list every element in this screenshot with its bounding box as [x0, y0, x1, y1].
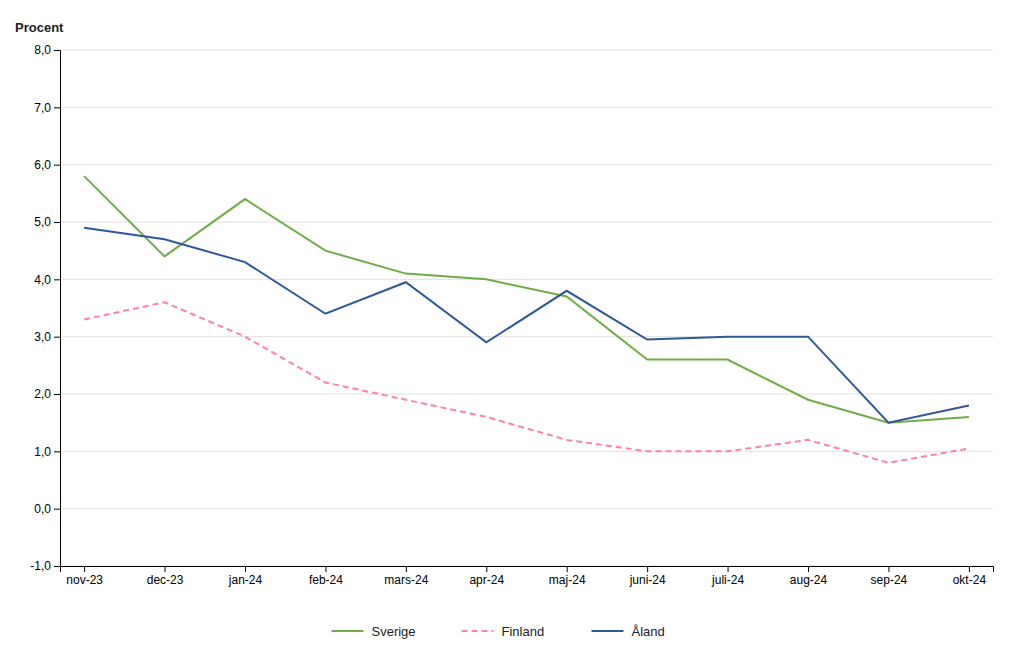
- x-tick-mark: [486, 566, 487, 572]
- y-tick: 6,0: [34, 158, 60, 172]
- y-tick-label: 7,0: [34, 101, 51, 115]
- x-tick-mark: [406, 566, 407, 572]
- plot: -1,0 0,0 1,0 2,0 3,0 4,0 5,0 6,0 7,0 8,0 nov-23 dec…: [30, 43, 993, 586]
- chart: -1,0 0,0 1,0 2,0 3,0 4,0 5,0 6,0 7,0 8,0 nov-23 dec…: [0, 0, 1023, 666]
- legend-swatch: [332, 630, 364, 632]
- grid-line: [60, 394, 993, 395]
- y-tick-label: -1,0: [30, 559, 51, 573]
- x-tick-label: feb-24: [309, 573, 343, 587]
- x-tick-label: sep-24: [871, 573, 908, 587]
- legend: Sverige Finland Åland: [332, 624, 665, 639]
- x-tick: juli-24: [711, 566, 744, 587]
- legend-swatch: [462, 630, 494, 632]
- x-tick: mars-24: [384, 566, 428, 587]
- x-tick-mark: [567, 566, 568, 572]
- y-axis: -1,0 0,0 1,0 2,0 3,0 4,0 5,0 6,0 7,0 8,0: [30, 43, 60, 573]
- x-tick: dec-23: [147, 566, 184, 587]
- series-line: [84, 302, 969, 463]
- y-tick-mark: [54, 451, 60, 452]
- y-tick-label: 5,0: [34, 215, 51, 229]
- y-tick-mark: [54, 165, 60, 166]
- x-tick-mark: [808, 566, 809, 572]
- grid-line: [60, 164, 993, 165]
- y-tick-mark: [54, 279, 60, 280]
- grid-line: [60, 107, 993, 108]
- x-tick-mark: [969, 566, 970, 572]
- y-tick-label: 2,0: [34, 387, 51, 401]
- legend-swatch: [592, 630, 624, 632]
- y-tick-mark: [54, 50, 60, 51]
- x-tick: feb-24: [309, 566, 343, 587]
- y-tick: 2,0: [34, 387, 60, 401]
- y-tick-mark: [54, 394, 60, 395]
- x-tick-label: maj-24: [549, 573, 586, 587]
- y-tick-label: 6,0: [34, 158, 51, 172]
- y-tick-label: 4,0: [34, 273, 51, 287]
- x-tick-label: mars-24: [384, 573, 428, 587]
- y-tick: 1,0: [34, 445, 60, 459]
- grid-line: [60, 279, 993, 280]
- legend-label: Finland: [502, 624, 545, 639]
- x-tick-mark: [888, 566, 889, 572]
- legend-item: Sverige: [332, 624, 416, 639]
- x-tick-label: apr-24: [469, 573, 504, 587]
- grid-line: [60, 50, 993, 51]
- y-tick-label: 3,0: [34, 330, 51, 344]
- x-tick-mark: [728, 566, 729, 572]
- y-tick-mark: [54, 566, 60, 567]
- x-tick: okt-24: [953, 566, 987, 587]
- legend-item: Finland: [462, 624, 545, 639]
- y-tick-mark: [54, 222, 60, 223]
- x-tick: apr-24: [469, 566, 504, 587]
- y-tick-mark: [54, 337, 60, 338]
- x-tick: jan-24: [228, 566, 263, 587]
- x-tick-mark: [165, 566, 166, 572]
- y-tick: 0,0: [34, 502, 60, 516]
- y-tick-mark: [54, 509, 60, 510]
- legend-label: Åland: [632, 624, 665, 639]
- y-tick: -1,0: [30, 559, 60, 573]
- y-axis-line: [54, 51, 61, 567]
- y-tick-label: 8,0: [34, 43, 51, 57]
- x-tick-label: juni-24: [629, 573, 666, 587]
- x-tick-label: juli-24: [711, 573, 744, 587]
- x-tick-mark: [84, 566, 85, 572]
- x-axis-line: [61, 567, 994, 573]
- series-line: [84, 176, 969, 423]
- x-tick: sep-24: [871, 566, 908, 587]
- grid: [60, 50, 993, 566]
- y-tick-mark: [54, 107, 60, 108]
- y-tick: 8,0: [34, 43, 60, 57]
- series-line: [84, 228, 969, 423]
- x-tick-label: jan-24: [228, 573, 263, 587]
- x-tick: nov-23: [66, 566, 103, 587]
- grid-line: [60, 451, 993, 452]
- x-tick-label: okt-24: [953, 573, 987, 587]
- y-tick-label: 1,0: [34, 445, 51, 459]
- x-tick: juni-24: [629, 566, 666, 587]
- grid-line: [60, 508, 993, 509]
- y-tick: 5,0: [34, 215, 60, 229]
- x-tick-label: aug-24: [790, 573, 828, 587]
- lines: [84, 176, 969, 463]
- y-tick: 4,0: [34, 273, 60, 287]
- y-tick-label: 0,0: [34, 502, 51, 516]
- x-tick-label: dec-23: [147, 573, 184, 587]
- y-tick: 7,0: [34, 101, 60, 115]
- y-label: Procent: [15, 20, 64, 35]
- x-tick-mark: [647, 566, 648, 572]
- legend-item: Åland: [592, 624, 665, 639]
- grid-line: [60, 336, 993, 337]
- x-tick-mark: [245, 566, 246, 572]
- y-tick: 3,0: [34, 330, 60, 344]
- grid-line: [60, 222, 993, 223]
- x-axis: nov-23 dec-23 jan-24 feb-24 mars-24 apr-24 maj…: [61, 566, 994, 587]
- x-tick: aug-24: [790, 566, 828, 587]
- x-tick: maj-24: [549, 566, 586, 587]
- x-tick-label: nov-23: [66, 573, 103, 587]
- legend-label: Sverige: [372, 624, 416, 639]
- x-tick-mark: [325, 566, 326, 572]
